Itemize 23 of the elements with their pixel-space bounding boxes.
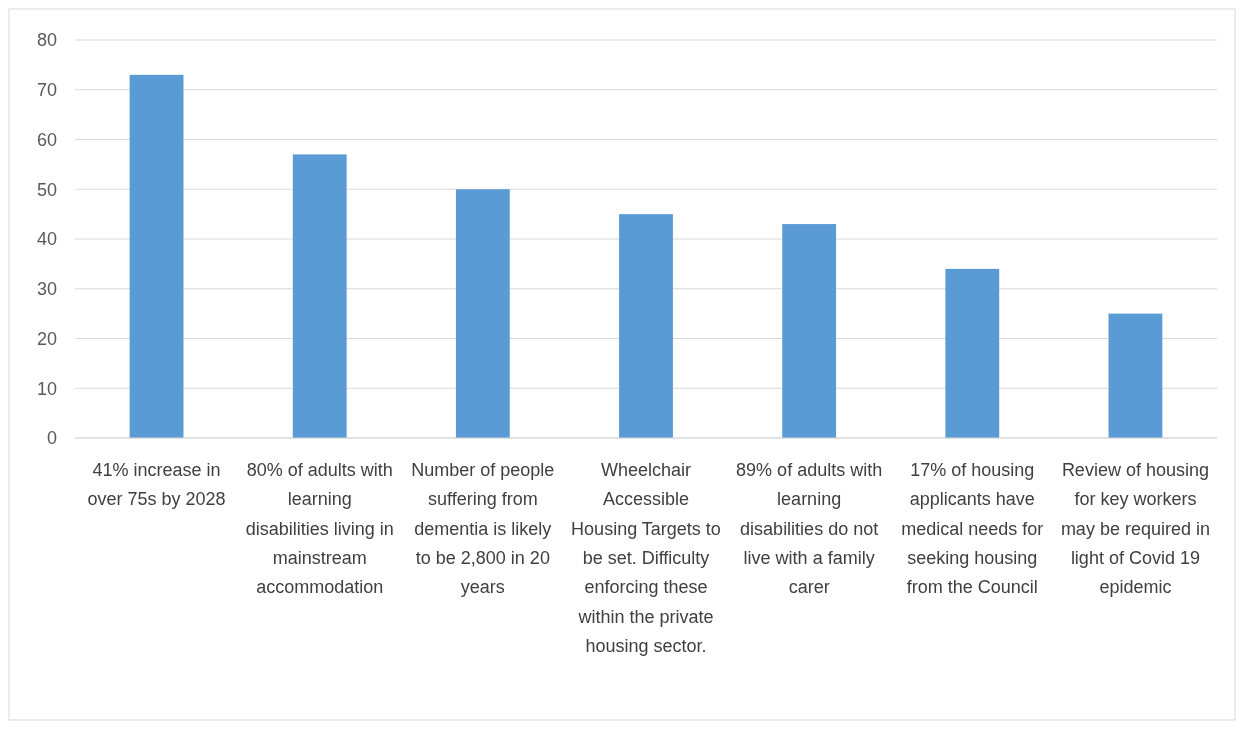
bar (619, 214, 673, 438)
x-tick-label: Wheelchair Accessible Housing Targets to be set. Difficulty enforcing these within the private housing sector. (571, 460, 721, 656)
bar (782, 224, 837, 438)
bar (1108, 313, 1163, 438)
y-tick-label: 10 (36, 378, 57, 399)
y-tick-label: 50 (36, 179, 57, 200)
x-tick-label: Review of housing for key workers may be required in light of Covid 19 epidemic (1060, 460, 1210, 598)
x-tick-label: Number of people suffering from dementia is likely to be 2,800 in 20 years (411, 460, 555, 598)
y-tick-label: 60 (36, 129, 57, 150)
bar (945, 268, 1000, 438)
bar (129, 74, 184, 438)
x-tick-label: 17% of housing applicants have medical needs for seeking housing from the Council (901, 460, 1044, 598)
y-tick-label: 20 (36, 328, 57, 349)
bar (292, 154, 347, 438)
y-tick-label: 80 (36, 30, 57, 51)
y-tick-label: 30 (36, 279, 57, 300)
bar (455, 189, 510, 438)
x-tick-label: 80% of adults with learning disabilities living in mainstream accommodation (245, 460, 394, 598)
y-tick-label: 40 (36, 229, 57, 250)
y-tick-label: 0 (46, 428, 57, 449)
x-tick-label: 41% increase in over 75s by 2028 (87, 460, 226, 510)
y-tick-label: 70 (36, 80, 57, 101)
x-tick-label: 89% of adults with learning disabilities do not live with a family carer (736, 460, 883, 598)
